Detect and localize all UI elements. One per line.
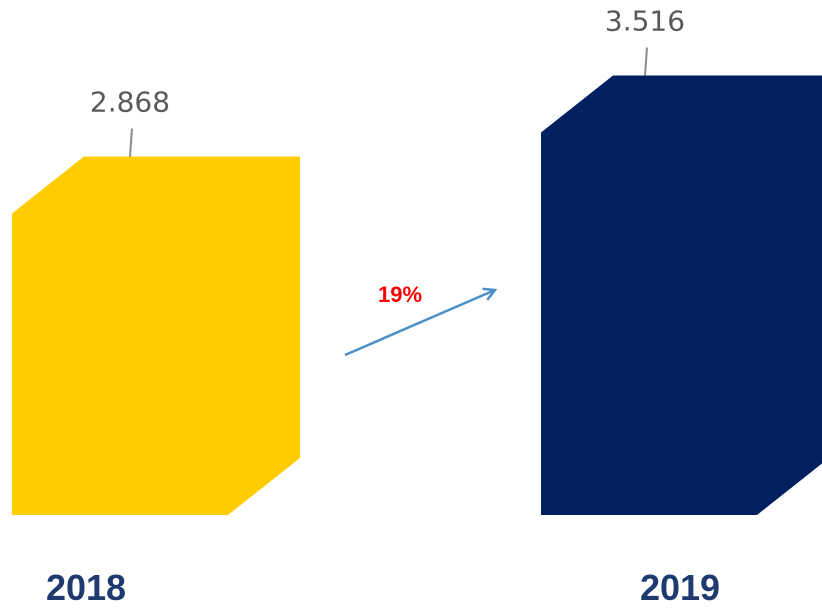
bar: [541, 75, 822, 515]
value-label: 3.516: [605, 5, 685, 38]
category-label: 2019: [640, 567, 720, 608]
leader-line: [644, 47, 648, 76]
value-label: 2.868: [90, 86, 170, 119]
growth-arrow: [344, 290, 495, 357]
category-label: 2018: [46, 567, 126, 608]
growth-annotation: 19%: [378, 282, 422, 307]
leader-line: [129, 128, 133, 157]
bar: [12, 156, 300, 515]
